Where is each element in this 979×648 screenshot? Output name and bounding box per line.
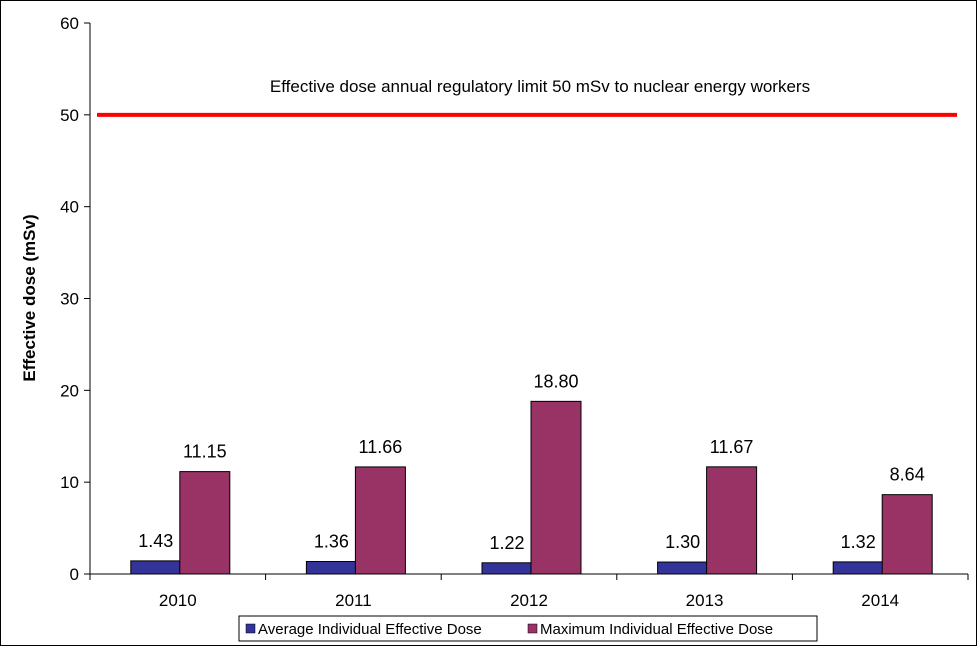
legend: Average Individual Effective Dose Maximu… bbox=[238, 615, 818, 642]
legend-label-average: Average Individual Effective Dose bbox=[258, 621, 482, 638]
data-labels: 1.43 1.36 1.22 1.30 1.32 11.15 11.66 18.80 11.67… bbox=[138, 371, 924, 552]
bars bbox=[130, 400, 933, 575]
data-label-maximum: 11.66 bbox=[359, 437, 403, 457]
data-label-maximum: 11.15 bbox=[183, 442, 227, 462]
x-tick-label: 2014 bbox=[861, 591, 899, 610]
y-tick-label: 0 bbox=[70, 565, 79, 584]
x-tick-label: 2012 bbox=[510, 591, 548, 610]
data-label-average: 1.30 bbox=[665, 532, 700, 552]
bar-maximum-dose bbox=[530, 400, 582, 575]
bar-maximum-dose bbox=[881, 494, 933, 575]
legend-label-maximum: Maximum Individual Effective Dose bbox=[540, 621, 773, 638]
data-label-maximum: 11.67 bbox=[710, 437, 754, 457]
y-tick-label: 50 bbox=[60, 106, 79, 125]
x-tick-label: 2010 bbox=[159, 591, 197, 610]
bar-average-dose bbox=[481, 562, 533, 575]
x-tick-label: 2011 bbox=[335, 591, 372, 610]
y-ticks: 0 10 20 30 40 50 60 bbox=[60, 14, 90, 584]
bar-maximum-dose bbox=[354, 466, 406, 575]
y-axis-title: Effective dose (mSv) bbox=[20, 214, 39, 381]
data-label-average: 1.22 bbox=[489, 533, 524, 553]
y-tick-label: 20 bbox=[60, 381, 79, 400]
y-tick-label: 30 bbox=[60, 290, 79, 309]
x-tick-label: 2013 bbox=[686, 591, 724, 610]
legend-swatch-maximum bbox=[527, 623, 538, 634]
data-label-maximum: 8.64 bbox=[890, 465, 925, 485]
reference-line-group: Effective dose annual regulatory limit 5… bbox=[97, 77, 957, 117]
data-label-average: 1.36 bbox=[314, 532, 349, 552]
bar-maximum-dose bbox=[706, 466, 758, 575]
data-label-maximum: 18.80 bbox=[533, 371, 578, 391]
data-label-average: 1.32 bbox=[841, 532, 876, 552]
legend-swatch-average bbox=[245, 623, 256, 634]
bar-average-dose bbox=[657, 561, 709, 575]
bar-average-dose bbox=[832, 561, 884, 575]
bar-maximum-dose bbox=[179, 471, 231, 575]
bar-average-dose bbox=[130, 560, 182, 575]
y-tick-label: 40 bbox=[60, 198, 79, 217]
y-tick-label: 10 bbox=[60, 473, 79, 492]
regulatory-limit-label: Effective dose annual regulatory limit 5… bbox=[270, 77, 810, 96]
bar-average-dose bbox=[305, 561, 357, 575]
data-label-average: 1.43 bbox=[138, 531, 173, 551]
x-ticks: 2010 2011 2012 2013 2014 bbox=[89, 574, 969, 610]
y-tick-label: 60 bbox=[60, 14, 79, 33]
